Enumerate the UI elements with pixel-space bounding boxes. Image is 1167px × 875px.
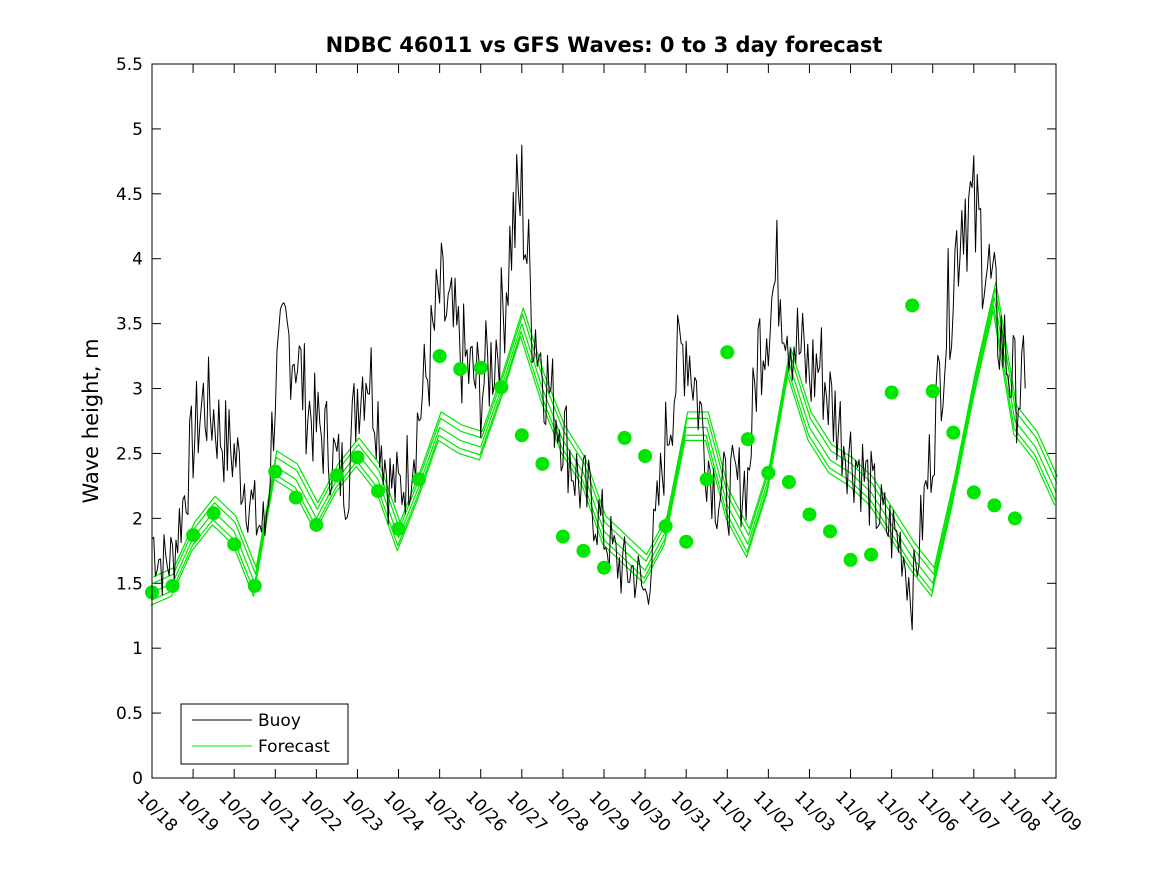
y-tick-label: 4 bbox=[132, 250, 143, 270]
legend-forecast-label: Forecast bbox=[258, 737, 330, 757]
forecast-marker bbox=[946, 425, 961, 440]
y-axis-label: Wave height, m bbox=[79, 338, 103, 503]
forecast-marker bbox=[412, 472, 427, 487]
y-tick-label: 0 bbox=[132, 769, 143, 789]
axes-frame bbox=[151, 63, 1057, 779]
forecast-marker bbox=[165, 578, 180, 593]
y-tick-label: 5.5 bbox=[116, 55, 143, 75]
chart-title: NDBC 46011 vs GFS Waves: 0 to 3 day fore… bbox=[326, 33, 883, 57]
legend: Buoy Forecast bbox=[180, 703, 349, 765]
forecast-marker bbox=[966, 485, 981, 500]
forecast-marker bbox=[597, 560, 611, 575]
forecast-marker bbox=[1007, 511, 1022, 526]
forecast-marker bbox=[802, 507, 817, 522]
forecast-marker bbox=[740, 432, 755, 447]
y-tick-label: 4.5 bbox=[116, 185, 143, 205]
forecast-marker bbox=[227, 537, 242, 552]
forecast-line bbox=[152, 287, 1058, 584]
forecast-marker bbox=[453, 362, 468, 377]
forecast-marker bbox=[925, 384, 940, 399]
forecast-marker bbox=[905, 298, 920, 313]
forecast-marker bbox=[288, 490, 303, 505]
forecast-marker bbox=[864, 547, 879, 562]
forecast-marker bbox=[617, 430, 632, 445]
y-tick-label: 2 bbox=[132, 509, 143, 529]
forecast-marker bbox=[514, 428, 529, 443]
forecast-marker bbox=[699, 472, 714, 487]
forecast-marker bbox=[186, 528, 201, 543]
forecast-marker bbox=[268, 464, 283, 479]
forecast-marker bbox=[206, 506, 221, 521]
forecast-marker bbox=[309, 517, 324, 532]
y-tick-label: 1.5 bbox=[116, 574, 143, 594]
legend-box bbox=[180, 703, 349, 765]
forecast-marker bbox=[761, 465, 776, 480]
forecast-marker bbox=[638, 449, 653, 464]
forecast-marker bbox=[350, 450, 365, 465]
y-tick-label: 0.5 bbox=[116, 704, 143, 724]
forecast-marker bbox=[781, 475, 796, 490]
forecast-marker bbox=[555, 529, 570, 544]
forecast-marker bbox=[391, 521, 406, 536]
forecast-marker bbox=[658, 519, 673, 534]
forecast-line bbox=[151, 297, 1057, 593]
forecast-marker bbox=[494, 380, 509, 395]
forecast-marker bbox=[679, 534, 694, 549]
y-tick-label: 3 bbox=[132, 380, 143, 400]
forecast-marker bbox=[720, 345, 735, 360]
forecast-marker bbox=[473, 360, 488, 375]
forecast-marker bbox=[823, 524, 837, 539]
forecast-marker bbox=[843, 552, 858, 567]
y-tick-label: 1 bbox=[132, 639, 143, 659]
forecast-marker bbox=[884, 385, 899, 400]
y-tick-label: 5 bbox=[132, 120, 143, 140]
forecast-marker bbox=[576, 543, 591, 558]
legend-buoy-label: Buoy bbox=[258, 711, 301, 731]
forecast-marker bbox=[247, 578, 262, 593]
forecast-marker bbox=[535, 456, 550, 471]
forecast-marker bbox=[329, 468, 344, 483]
y-tick-label: 2.5 bbox=[116, 444, 143, 464]
forecast-marker bbox=[987, 498, 1002, 513]
buoy-line bbox=[151, 144, 1026, 631]
y-tick-label: 3.5 bbox=[116, 315, 143, 335]
forecast-line bbox=[153, 281, 1059, 578]
forecast-marker bbox=[432, 349, 447, 364]
forecast-marker bbox=[371, 484, 385, 499]
